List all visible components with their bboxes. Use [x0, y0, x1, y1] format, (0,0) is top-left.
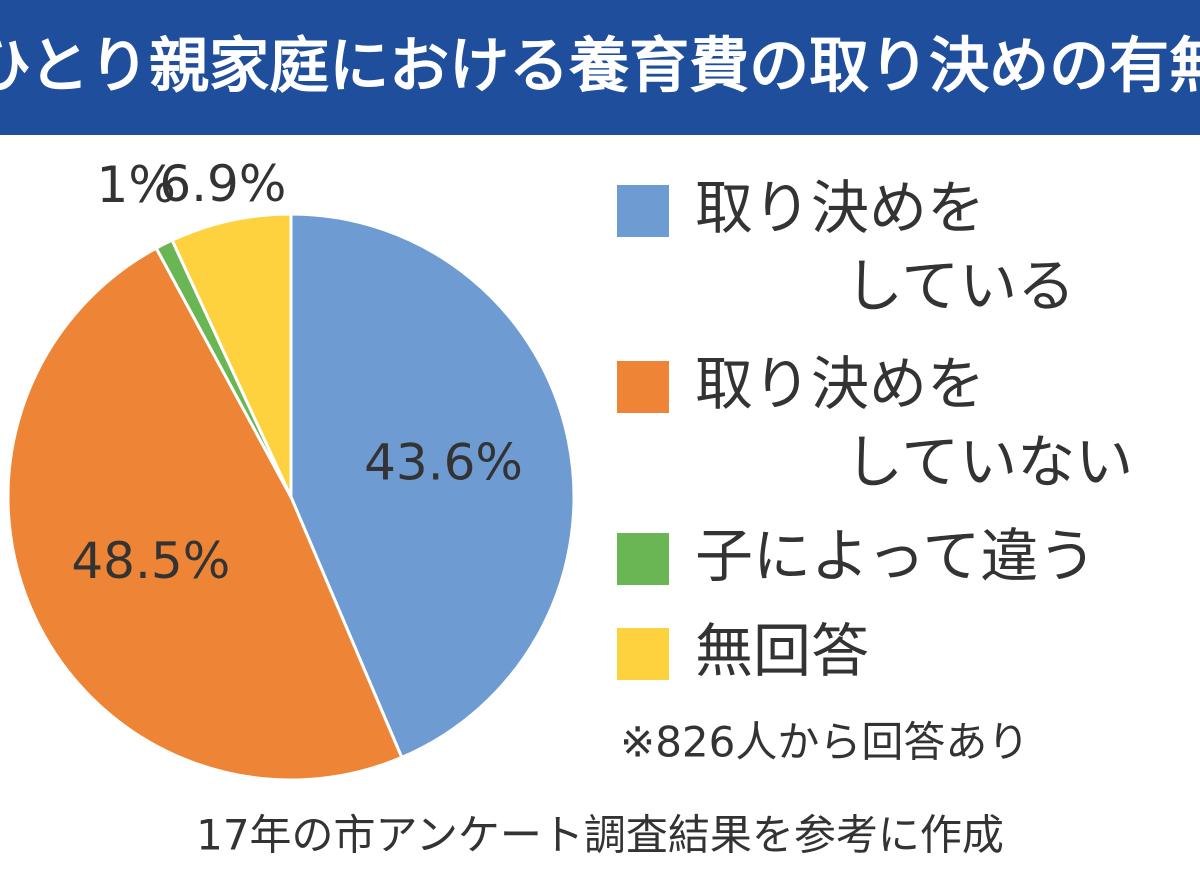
pie-slice: [170, 212, 293, 498]
value-label: 48.5%: [71, 532, 230, 590]
legend-label: していない: [845, 428, 1133, 496]
note: ※826人から回答あり: [620, 718, 1029, 767]
value-label: 1%: [97, 156, 176, 214]
legend-swatch: [617, 361, 669, 413]
title-bar: [0, 0, 1200, 135]
chart-title: ひとり親家庭における養育費の取り決めの有無: [0, 32, 1200, 102]
pie-slice: [289, 212, 576, 760]
legend-label: 取り決めを: [695, 174, 985, 242]
pie-slice: [6, 246, 404, 782]
legend-label: している: [845, 252, 1075, 320]
legend-label: 子によって違う: [695, 522, 1096, 590]
source: 17年の市アンケート調査結果を参考に作成: [196, 811, 1004, 860]
legend-swatch: [617, 533, 669, 585]
value-label: 6.9%: [159, 155, 286, 213]
legend-label: 無回答: [695, 617, 869, 685]
legend-swatch: [617, 628, 669, 680]
legend-swatch: [617, 185, 669, 237]
legend-label: 取り決めを: [695, 350, 985, 418]
value-label: 43.6%: [364, 433, 523, 491]
